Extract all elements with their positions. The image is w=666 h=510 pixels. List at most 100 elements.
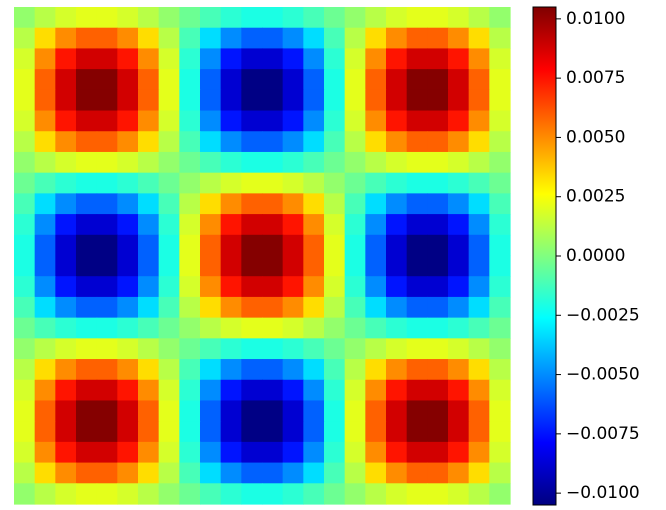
heatmap-cell xyxy=(76,214,98,236)
heatmap-cell xyxy=(117,317,139,339)
heatmap-cell xyxy=(138,214,160,236)
heatmap-cell xyxy=(200,7,222,29)
heatmap-cell xyxy=(179,338,201,360)
heatmap-cell xyxy=(117,172,139,194)
heatmap-cell xyxy=(76,255,98,277)
heatmap-cell xyxy=(96,89,118,112)
heatmap-cell xyxy=(468,234,490,257)
heatmap-cell xyxy=(179,89,201,112)
heatmap-cell xyxy=(427,462,449,484)
heatmap-cell xyxy=(468,483,490,505)
heatmap-cell xyxy=(138,338,160,360)
heatmap-cell xyxy=(158,7,180,29)
heatmap-cell xyxy=(117,462,139,484)
heatmap-cell xyxy=(179,27,201,50)
heatmap-cell xyxy=(14,276,36,298)
heatmap-cell xyxy=(179,48,201,70)
heatmap-cell xyxy=(220,172,242,194)
heatmap-cell xyxy=(303,234,325,257)
heatmap-cell xyxy=(96,27,118,50)
heatmap-cell xyxy=(55,400,77,422)
heatmap-cell xyxy=(365,89,387,112)
heatmap-cell xyxy=(55,27,77,50)
colorbar-tick-label: −0.0100 xyxy=(566,483,640,503)
heatmap-cell xyxy=(365,296,387,319)
heatmap-cell xyxy=(303,193,325,215)
heatmap-cell xyxy=(96,214,118,236)
heatmap-cell xyxy=(55,317,77,339)
heatmap-cell xyxy=(262,483,284,505)
heatmap-cell xyxy=(282,338,304,360)
heatmap-cell xyxy=(489,296,511,319)
heatmap-cell xyxy=(468,110,490,132)
heatmap-cell xyxy=(324,276,346,298)
heatmap-cell xyxy=(303,151,325,174)
heatmap-cell xyxy=(303,379,325,402)
heatmap-cell xyxy=(303,338,325,360)
heatmap-cell xyxy=(200,27,222,50)
heatmap-cell xyxy=(34,193,56,215)
heatmap-cell xyxy=(179,421,201,443)
heatmap-cell xyxy=(468,441,490,464)
heatmap-cell xyxy=(468,27,490,50)
heatmap-cell xyxy=(241,359,263,381)
heatmap-cell xyxy=(262,69,284,91)
heatmap-cell xyxy=(241,234,263,257)
heatmap-cell xyxy=(55,255,77,277)
heatmap-cell xyxy=(96,483,118,505)
heatmap-cell xyxy=(468,131,490,153)
heatmap-cell xyxy=(489,276,511,298)
heatmap-cell xyxy=(76,110,98,132)
heatmap-cell xyxy=(34,69,56,91)
heatmap-cell xyxy=(303,483,325,505)
heatmap-cell xyxy=(406,214,428,236)
heatmap-cell xyxy=(55,234,77,257)
heatmap-cell xyxy=(241,214,263,236)
heatmap-cell xyxy=(241,483,263,505)
heatmap-cell xyxy=(200,296,222,319)
heatmap-cell xyxy=(220,89,242,112)
heatmap-cell xyxy=(14,69,36,91)
heatmap-cell xyxy=(344,7,366,29)
heatmap-cell xyxy=(365,172,387,194)
colorbar-tick-label: 0.0100 xyxy=(566,9,625,29)
heatmap-cell xyxy=(427,27,449,50)
heatmap-cell xyxy=(14,379,36,402)
heatmap-cell xyxy=(427,338,449,360)
heatmap-cell xyxy=(303,69,325,91)
heatmap-cell xyxy=(427,441,449,464)
heatmap-cell xyxy=(200,359,222,381)
heatmap-cell xyxy=(262,27,284,50)
heatmap-cell xyxy=(200,421,222,443)
heatmap-cell xyxy=(324,338,346,360)
heatmap-cell xyxy=(96,359,118,381)
heatmap-cell xyxy=(489,255,511,277)
heatmap-cell xyxy=(344,317,366,339)
heatmap-cell xyxy=(117,379,139,402)
heatmap-cell xyxy=(34,317,56,339)
heatmap-cell xyxy=(386,400,408,422)
heatmap-cell xyxy=(96,338,118,360)
heatmap-cell xyxy=(158,27,180,50)
heatmap-cell xyxy=(14,110,36,132)
heatmap-cell xyxy=(406,193,428,215)
heatmap-cell xyxy=(303,317,325,339)
heatmap-cell xyxy=(324,7,346,29)
heatmap-cell xyxy=(96,234,118,257)
heatmap-cell xyxy=(14,89,36,112)
heatmap-cell xyxy=(117,338,139,360)
heatmap-cell xyxy=(386,172,408,194)
heatmap-cell xyxy=(241,48,263,70)
heatmap-cell xyxy=(138,69,160,91)
heatmap-cell xyxy=(138,7,160,29)
heatmap-cell xyxy=(96,296,118,319)
heatmap-cell xyxy=(117,48,139,70)
heatmap-cell xyxy=(468,7,490,29)
heatmap-cell xyxy=(220,296,242,319)
heatmap-cell xyxy=(344,296,366,319)
heatmap-cell xyxy=(489,27,511,50)
heatmap-cell xyxy=(448,131,470,153)
heatmap-cell xyxy=(344,151,366,174)
heatmap-cell xyxy=(282,317,304,339)
heatmap-cell xyxy=(179,255,201,277)
